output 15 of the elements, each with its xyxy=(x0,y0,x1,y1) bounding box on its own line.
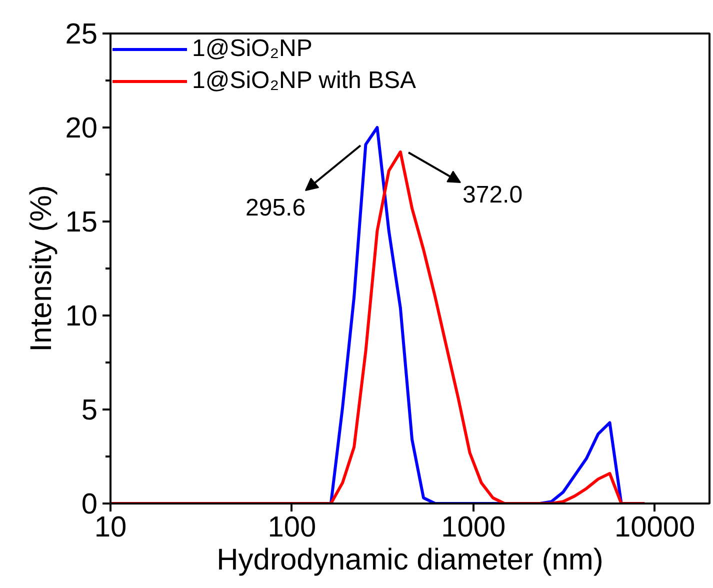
y-tick-label: 5 xyxy=(81,394,98,426)
y-tick-label: 0 xyxy=(81,488,98,520)
x-axis-title: Hydrodynamic diameter (nm) xyxy=(216,544,604,576)
x-tick-label: 100 xyxy=(268,512,316,544)
y-tick-label: 10 xyxy=(65,300,98,332)
y-tick-label: 25 xyxy=(65,18,98,50)
annotation: 372.0 xyxy=(462,182,523,208)
x-tick-label: 10000 xyxy=(614,512,696,544)
legend-label: 1@SiO₂NP with BSA xyxy=(192,67,416,95)
x-tick-label: 1000 xyxy=(441,512,506,544)
y-tick-label: 20 xyxy=(65,112,98,144)
y-axis-title: Intensity (%) xyxy=(25,185,58,352)
legend-label: 1@SiO₂NP xyxy=(192,35,312,63)
y-tick-label: 15 xyxy=(65,206,98,238)
annotation: 295.6 xyxy=(246,194,306,222)
